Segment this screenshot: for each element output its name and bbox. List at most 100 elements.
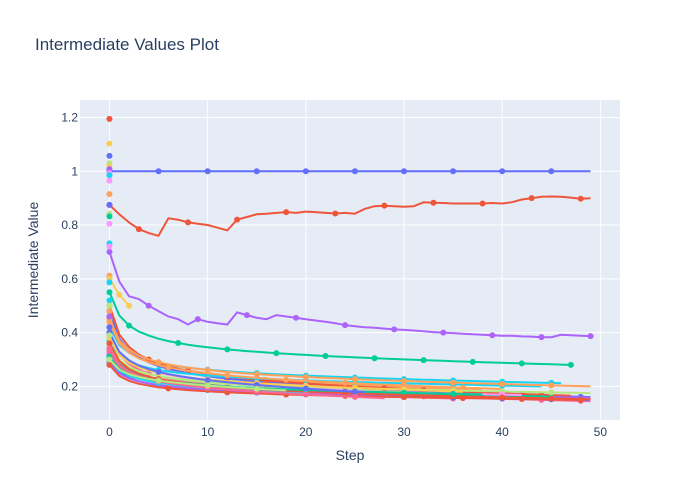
y-tick-label: 1 xyxy=(71,164,78,178)
data-point xyxy=(126,302,133,309)
data-point xyxy=(499,381,506,388)
data-point xyxy=(322,352,329,359)
data-point xyxy=(342,379,349,386)
data-point xyxy=(430,199,437,206)
data-point xyxy=(440,329,447,336)
y-axis-title: Intermediate Value xyxy=(25,202,41,319)
data-point xyxy=(273,350,280,357)
data-point xyxy=(253,371,260,378)
data-point xyxy=(351,393,358,400)
data-point xyxy=(351,388,358,395)
x-tick-label: 40 xyxy=(496,425,510,439)
data-point xyxy=(106,356,113,363)
data-point xyxy=(401,378,407,385)
data-point xyxy=(293,314,299,321)
data-point xyxy=(332,210,339,217)
series-line xyxy=(108,251,591,339)
data-point xyxy=(106,279,113,286)
series-3 xyxy=(106,289,574,368)
data-point xyxy=(351,168,358,175)
data-point xyxy=(518,396,525,403)
series-line xyxy=(108,321,503,391)
data-point xyxy=(106,201,113,208)
data-point xyxy=(577,195,584,202)
data-point xyxy=(175,340,182,347)
data-point xyxy=(106,115,113,122)
data-point xyxy=(401,389,407,396)
data-point xyxy=(283,209,290,216)
data-point xyxy=(106,313,113,320)
data-point xyxy=(106,213,113,220)
data-point xyxy=(185,219,191,226)
y-tick-label: 0.4 xyxy=(61,326,78,340)
data-point xyxy=(450,379,457,386)
data-point xyxy=(165,385,172,392)
x-tick-label: 30 xyxy=(397,425,411,439)
plot-series xyxy=(106,115,594,404)
data-point xyxy=(243,312,250,319)
y-tick-label: 0.8 xyxy=(61,218,78,232)
data-point xyxy=(106,332,113,339)
data-point xyxy=(165,364,172,371)
series-line xyxy=(108,318,591,388)
data-point xyxy=(155,168,162,175)
data-point xyxy=(106,324,113,331)
y-tick-label: 1.2 xyxy=(61,110,78,124)
data-point xyxy=(204,168,211,175)
data-point xyxy=(155,368,162,375)
data-point xyxy=(381,202,388,209)
data-point xyxy=(450,390,457,397)
data-point xyxy=(302,391,309,398)
data-point xyxy=(145,302,152,309)
data-point xyxy=(106,220,113,227)
series-1 xyxy=(106,195,591,237)
data-point xyxy=(224,346,231,353)
data-point xyxy=(371,355,378,362)
x-tick-label: 20 xyxy=(299,425,313,439)
data-point xyxy=(224,389,231,396)
data-point xyxy=(106,308,113,315)
data-point xyxy=(106,172,113,179)
data-point xyxy=(302,168,309,175)
data-point xyxy=(204,377,211,384)
data-point xyxy=(155,377,162,384)
data-point xyxy=(126,322,133,329)
data-point xyxy=(528,195,535,202)
data-point xyxy=(489,332,496,339)
data-point xyxy=(106,289,113,296)
data-point xyxy=(499,168,506,175)
chart-title: Intermediate Values Plot xyxy=(35,35,219,54)
data-point xyxy=(391,326,398,333)
data-point xyxy=(459,384,466,391)
x-axis-title: Step xyxy=(336,447,365,463)
data-point xyxy=(302,385,309,392)
data-point xyxy=(204,382,211,389)
x-tick-label: 0 xyxy=(106,425,113,439)
data-point xyxy=(538,334,545,341)
data-point xyxy=(106,243,113,250)
data-point xyxy=(587,333,594,340)
data-point xyxy=(204,367,211,374)
data-point xyxy=(106,361,113,368)
y-tick-label: 0.6 xyxy=(61,272,78,286)
data-point xyxy=(106,140,113,147)
data-point xyxy=(116,291,123,298)
data-point xyxy=(155,359,162,366)
data-point xyxy=(135,226,142,233)
data-point xyxy=(234,216,241,223)
data-point xyxy=(518,360,525,367)
data-point xyxy=(106,152,113,159)
data-point xyxy=(253,168,260,175)
series-24 xyxy=(106,316,591,389)
y-axis-ticks: 0.2 0.4 0.6 0.8 1 1.2 xyxy=(61,110,78,393)
data-point xyxy=(401,394,407,401)
data-point xyxy=(450,168,457,175)
data-point xyxy=(548,168,555,175)
data-point xyxy=(401,168,407,175)
data-point xyxy=(106,297,113,304)
single-step-trials xyxy=(106,115,113,339)
data-point xyxy=(106,302,113,309)
data-point xyxy=(106,340,113,347)
x-tick-label: 10 xyxy=(201,425,215,439)
